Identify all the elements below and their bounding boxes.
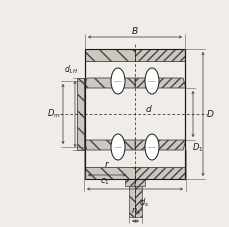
Polygon shape bbox=[134, 49, 184, 61]
Polygon shape bbox=[84, 78, 134, 88]
Text: $d_{1H}$: $d_{1H}$ bbox=[64, 64, 78, 76]
Text: $l$: $l$ bbox=[132, 178, 137, 188]
Text: $r$: $r$ bbox=[104, 159, 110, 169]
Text: $d_s$: $d_s$ bbox=[138, 197, 148, 209]
Polygon shape bbox=[124, 179, 144, 186]
Ellipse shape bbox=[111, 134, 124, 160]
Bar bbox=[85, 49, 184, 179]
Polygon shape bbox=[134, 140, 185, 150]
Polygon shape bbox=[77, 78, 84, 150]
Text: $n_s$: $n_s$ bbox=[130, 207, 141, 217]
Polygon shape bbox=[128, 179, 134, 217]
Polygon shape bbox=[134, 179, 141, 217]
Text: $D$: $D$ bbox=[205, 109, 213, 119]
Text: $B$: $B$ bbox=[131, 25, 138, 35]
Polygon shape bbox=[85, 49, 134, 61]
Ellipse shape bbox=[144, 68, 158, 94]
Ellipse shape bbox=[144, 134, 158, 160]
Text: $D_m$: $D_m$ bbox=[47, 108, 61, 120]
Polygon shape bbox=[134, 78, 185, 88]
Polygon shape bbox=[85, 167, 134, 179]
Text: $D_1$: $D_1$ bbox=[191, 142, 203, 154]
Text: $d$: $d$ bbox=[144, 104, 152, 114]
Ellipse shape bbox=[111, 68, 124, 94]
Text: $c_1$: $c_1$ bbox=[100, 177, 109, 187]
Polygon shape bbox=[134, 167, 184, 179]
Polygon shape bbox=[84, 140, 134, 150]
